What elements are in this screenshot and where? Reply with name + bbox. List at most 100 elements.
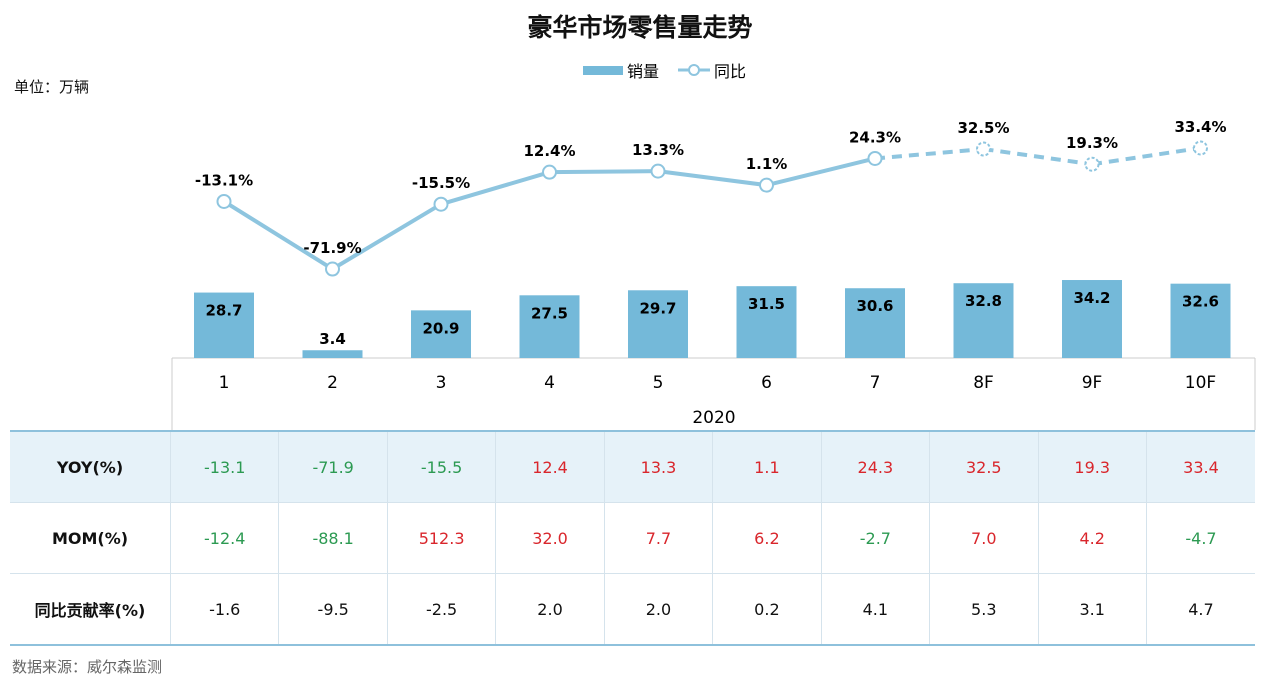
table-cell: 5.3 [929, 573, 1038, 646]
table-cell: 0.2 [712, 573, 822, 646]
table-cell: 13.3 [603, 430, 713, 503]
bar [411, 310, 471, 358]
bar-value-label: 29.7 [639, 299, 676, 317]
row-label: YOY(%) [10, 430, 171, 503]
line-value-label: -71.9% [303, 239, 361, 257]
table-cell: 4.1 [820, 573, 930, 646]
x-tick-label: 3 [436, 373, 447, 393]
bar [953, 283, 1014, 358]
x-tick-label: 10F [1185, 373, 1216, 393]
table-cell: -2.7 [820, 502, 930, 574]
bar-value-label: 34.2 [1073, 289, 1110, 307]
x-tick-label: 9F [1082, 373, 1103, 393]
bar [736, 286, 797, 358]
bar [1062, 280, 1122, 358]
line-segment [874, 147, 984, 161]
table-row: 同比贡献率(%) -1.6 -9.5 -2.5 2.0 2.0 0.2 4.1 5.3 3.1 4.… [10, 573, 1255, 646]
legend-bar-label: 销量 [627, 62, 659, 81]
line-point [433, 196, 449, 212]
table-cell: 7.7 [603, 502, 713, 574]
table-cell: -13.1 [169, 430, 279, 503]
table-cell: 2.0 [603, 573, 713, 646]
line-point [759, 177, 774, 193]
x-tick-label: 6 [761, 373, 772, 393]
x-tick-label: 1 [219, 373, 230, 393]
x-tick-label: 2 [327, 373, 338, 393]
table-cell: 32.5 [929, 430, 1038, 503]
table-cell: 33.4 [1145, 430, 1255, 503]
line-value-label: 32.5% [957, 119, 1009, 137]
bar-value-label: 32.8 [965, 292, 1002, 310]
table-cell: 3.1 [1037, 573, 1147, 646]
table-cell: 12.4 [495, 430, 605, 503]
line-value-label: -13.1% [195, 171, 253, 189]
table-cell: -88.1 [278, 502, 388, 574]
table-cell: -15.5 [386, 430, 496, 503]
table-cell: -71.9 [278, 430, 388, 503]
bar-value-label: 3.4 [319, 330, 346, 348]
table-cell: -9.5 [278, 573, 388, 646]
table-cell: 4.2 [1037, 502, 1147, 574]
table-cell: 24.3 [820, 430, 930, 503]
legend-bar-swatch [583, 66, 623, 75]
line-point [650, 163, 666, 179]
bar-value-label: 20.9 [422, 319, 459, 337]
line-point [1193, 140, 1208, 156]
table-cell: 6.2 [712, 502, 822, 574]
row-label: 同比贡献率(%) [10, 573, 171, 646]
line-point [976, 141, 991, 157]
table-cell: 4.7 [1145, 573, 1255, 646]
bar-value-label: 32.6 [1182, 293, 1219, 311]
line-segment [1091, 146, 1201, 167]
line-value-label: 12.4% [523, 142, 575, 160]
bar [302, 350, 363, 358]
chart-title: 豪华市场零售量走势 [527, 13, 753, 42]
x-axis-year-label: 2020 [692, 408, 735, 428]
bar-value-label: 30.6 [856, 297, 893, 315]
unit-label: 单位：万辆 [14, 78, 90, 96]
table-cell: -2.5 [386, 573, 496, 646]
line-point [325, 261, 340, 277]
table-row: YOY(%) -13.1 -71.9 -15.5 12.4 13.3 1.1 24.3 32.5… [10, 430, 1255, 503]
line-value-label: 1.1% [746, 155, 788, 173]
bar [519, 295, 580, 358]
line-segment [549, 169, 659, 175]
x-tick-label: 4 [544, 373, 555, 393]
line-value-label: -15.5% [412, 174, 470, 192]
line-segment [766, 156, 876, 188]
line-value-label: 24.3% [849, 128, 901, 146]
line-segment [983, 147, 1093, 167]
line-segment [440, 170, 551, 207]
bar [628, 290, 688, 358]
data-table: YOY(%) -13.1 -71.9 -15.5 12.4 13.3 1.1 24.3 32.5… [10, 430, 1255, 646]
bar [194, 292, 254, 358]
line-value-label: 19.3% [1066, 134, 1118, 152]
table-cell: -4.7 [1145, 502, 1255, 574]
line-value-label: 33.4% [1174, 118, 1226, 136]
table-cell: 2.0 [495, 573, 605, 646]
x-tick-label: 5 [653, 373, 664, 393]
legend-line-label: 同比 [714, 62, 746, 81]
line-point [542, 164, 557, 180]
source-note: 数据来源：威尔森监测 [12, 658, 163, 676]
table-cell: 32.0 [495, 502, 605, 574]
table-cell: 19.3 [1037, 430, 1147, 503]
table-cell: 1.1 [712, 430, 822, 503]
table-cell: 512.3 [386, 502, 496, 574]
bar-value-label: 27.5 [531, 304, 568, 322]
bar-value-label: 31.5 [748, 295, 785, 313]
line-point [1084, 156, 1100, 172]
line-point [867, 150, 883, 166]
bar [845, 288, 905, 358]
table-cell: -1.6 [169, 573, 279, 646]
line-value-label: 13.3% [632, 141, 684, 159]
bar [1170, 283, 1231, 358]
x-tick-label: 8F [973, 373, 994, 393]
row-label: MOM(%) [10, 502, 171, 574]
table-row: MOM(%) -12.4 -88.1 512.3 32.0 7.7 6.2 -2.7 7.0 4.… [10, 502, 1255, 574]
table-cell: 7.0 [929, 502, 1038, 574]
line-segment [222, 199, 334, 271]
table-cell: -12.4 [169, 502, 279, 574]
legend-line-marker [688, 64, 700, 76]
